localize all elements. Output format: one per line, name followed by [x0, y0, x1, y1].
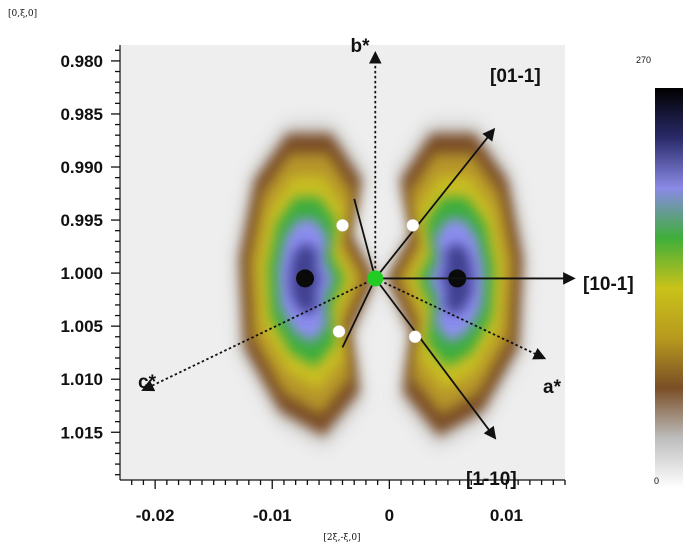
colorbar	[655, 88, 683, 488]
colorbar-min-label: 0	[654, 476, 659, 486]
direction-label: a*	[543, 377, 562, 398]
direction-arrow	[353, 198, 377, 279]
peak-marker-1	[296, 269, 315, 288]
x-axis-title: [2ξ,-ξ,0]	[323, 533, 360, 543]
y-tick-labels: 0.980 0.985 0.990 0.995 1.000 1.005 1.010 1.015	[60, 52, 103, 442]
direction-arrow	[341, 278, 377, 348]
y-tick-label: 0.985	[60, 105, 103, 124]
direction-arrow-110	[374, 277, 497, 440]
heatmap-field	[234, 122, 528, 449]
y-tick-label: 0.995	[60, 211, 103, 230]
y-tick-label: 0.990	[60, 158, 103, 177]
direction-labels: b* [01-1] [10-1] a* [1-10] c*	[138, 36, 634, 490]
direction-label: [10-1]	[583, 274, 634, 295]
x-minor-ticks	[131, 480, 566, 489]
white-marker	[408, 330, 422, 344]
y-tick-label: 1.005	[60, 317, 103, 336]
x-tick-label: 0	[385, 506, 394, 525]
direction-label: [1-10]	[466, 469, 517, 490]
x-tick-label: -0.01	[253, 506, 292, 525]
white-marker	[336, 219, 349, 232]
direction-arrow-011	[374, 127, 496, 279]
y-minor-ticks	[111, 49, 120, 476]
y-tick-label: 1.010	[60, 370, 103, 389]
colorbar-max-label: 270	[636, 55, 651, 65]
x-tick-label: 0.01	[490, 506, 523, 525]
direction-arrows	[141, 50, 576, 440]
direction-label: [01-1]	[490, 66, 541, 87]
y-axis-title: [0,ξ,0]	[8, 9, 37, 19]
point-markers	[332, 219, 422, 344]
y-tick-label: 0.980	[60, 52, 103, 71]
white-marker	[406, 219, 420, 232]
x-tick-labels: -0.02 -0.01 0 0.01	[136, 506, 523, 525]
center-marker	[367, 270, 384, 287]
direction-arrow-a	[374, 277, 547, 360]
x-tick-label: -0.02	[136, 506, 175, 525]
white-marker	[332, 325, 346, 338]
direction-label: c*	[138, 372, 157, 393]
direction-label: b*	[351, 36, 371, 57]
y-tick-label: 1.015	[60, 423, 103, 442]
y-tick-label: 1.000	[60, 264, 103, 283]
